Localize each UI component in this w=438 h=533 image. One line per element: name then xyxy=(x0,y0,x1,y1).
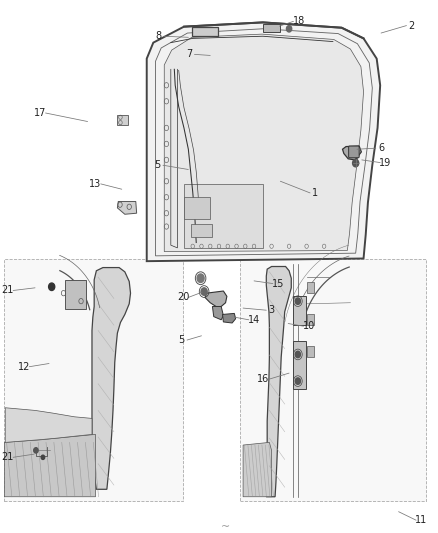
Polygon shape xyxy=(117,201,137,214)
Circle shape xyxy=(295,378,300,384)
Text: ~: ~ xyxy=(221,522,230,531)
Text: 12: 12 xyxy=(18,362,30,372)
Circle shape xyxy=(41,455,45,459)
Polygon shape xyxy=(164,34,364,252)
Bar xyxy=(263,24,280,32)
Polygon shape xyxy=(212,306,223,320)
Bar xyxy=(65,280,86,309)
Circle shape xyxy=(295,298,300,304)
Text: 1: 1 xyxy=(312,188,318,198)
Circle shape xyxy=(201,288,207,295)
Text: 20: 20 xyxy=(177,293,189,302)
Text: 10: 10 xyxy=(303,321,315,331)
Circle shape xyxy=(34,448,38,453)
FancyBboxPatch shape xyxy=(349,146,359,158)
Polygon shape xyxy=(223,313,236,323)
Polygon shape xyxy=(243,442,272,497)
Bar xyxy=(307,314,314,325)
Circle shape xyxy=(295,351,300,358)
Bar xyxy=(293,341,306,389)
Bar xyxy=(184,197,210,219)
Circle shape xyxy=(49,283,55,290)
Bar xyxy=(240,259,426,501)
Bar xyxy=(117,115,128,125)
Text: 11: 11 xyxy=(415,515,427,525)
Text: 17: 17 xyxy=(34,108,46,118)
Text: 2: 2 xyxy=(409,21,415,30)
Bar xyxy=(4,259,183,501)
Text: 3: 3 xyxy=(268,305,275,315)
Bar xyxy=(184,184,263,248)
Polygon shape xyxy=(147,22,380,261)
Circle shape xyxy=(353,159,359,167)
Text: 13: 13 xyxy=(89,179,102,189)
Text: 14: 14 xyxy=(248,315,260,325)
Text: 6: 6 xyxy=(378,143,384,153)
Text: 19: 19 xyxy=(379,158,392,167)
Text: 8: 8 xyxy=(155,31,162,41)
Text: 18: 18 xyxy=(293,17,305,26)
Polygon shape xyxy=(205,291,227,307)
Text: 5: 5 xyxy=(155,160,161,170)
Polygon shape xyxy=(5,408,92,442)
Text: 21: 21 xyxy=(2,453,14,462)
Bar xyxy=(191,224,212,237)
Text: 7: 7 xyxy=(186,50,192,59)
Text: 5: 5 xyxy=(179,335,185,345)
Polygon shape xyxy=(343,146,361,160)
Circle shape xyxy=(286,26,292,32)
Polygon shape xyxy=(4,434,95,497)
Text: 21: 21 xyxy=(2,286,14,295)
Text: 15: 15 xyxy=(272,279,284,288)
Bar xyxy=(293,296,306,325)
Bar xyxy=(192,27,218,36)
Text: 16: 16 xyxy=(257,375,269,384)
Circle shape xyxy=(197,274,204,282)
Bar xyxy=(307,282,314,293)
Bar xyxy=(307,346,314,357)
Polygon shape xyxy=(266,266,291,497)
Polygon shape xyxy=(92,268,131,489)
